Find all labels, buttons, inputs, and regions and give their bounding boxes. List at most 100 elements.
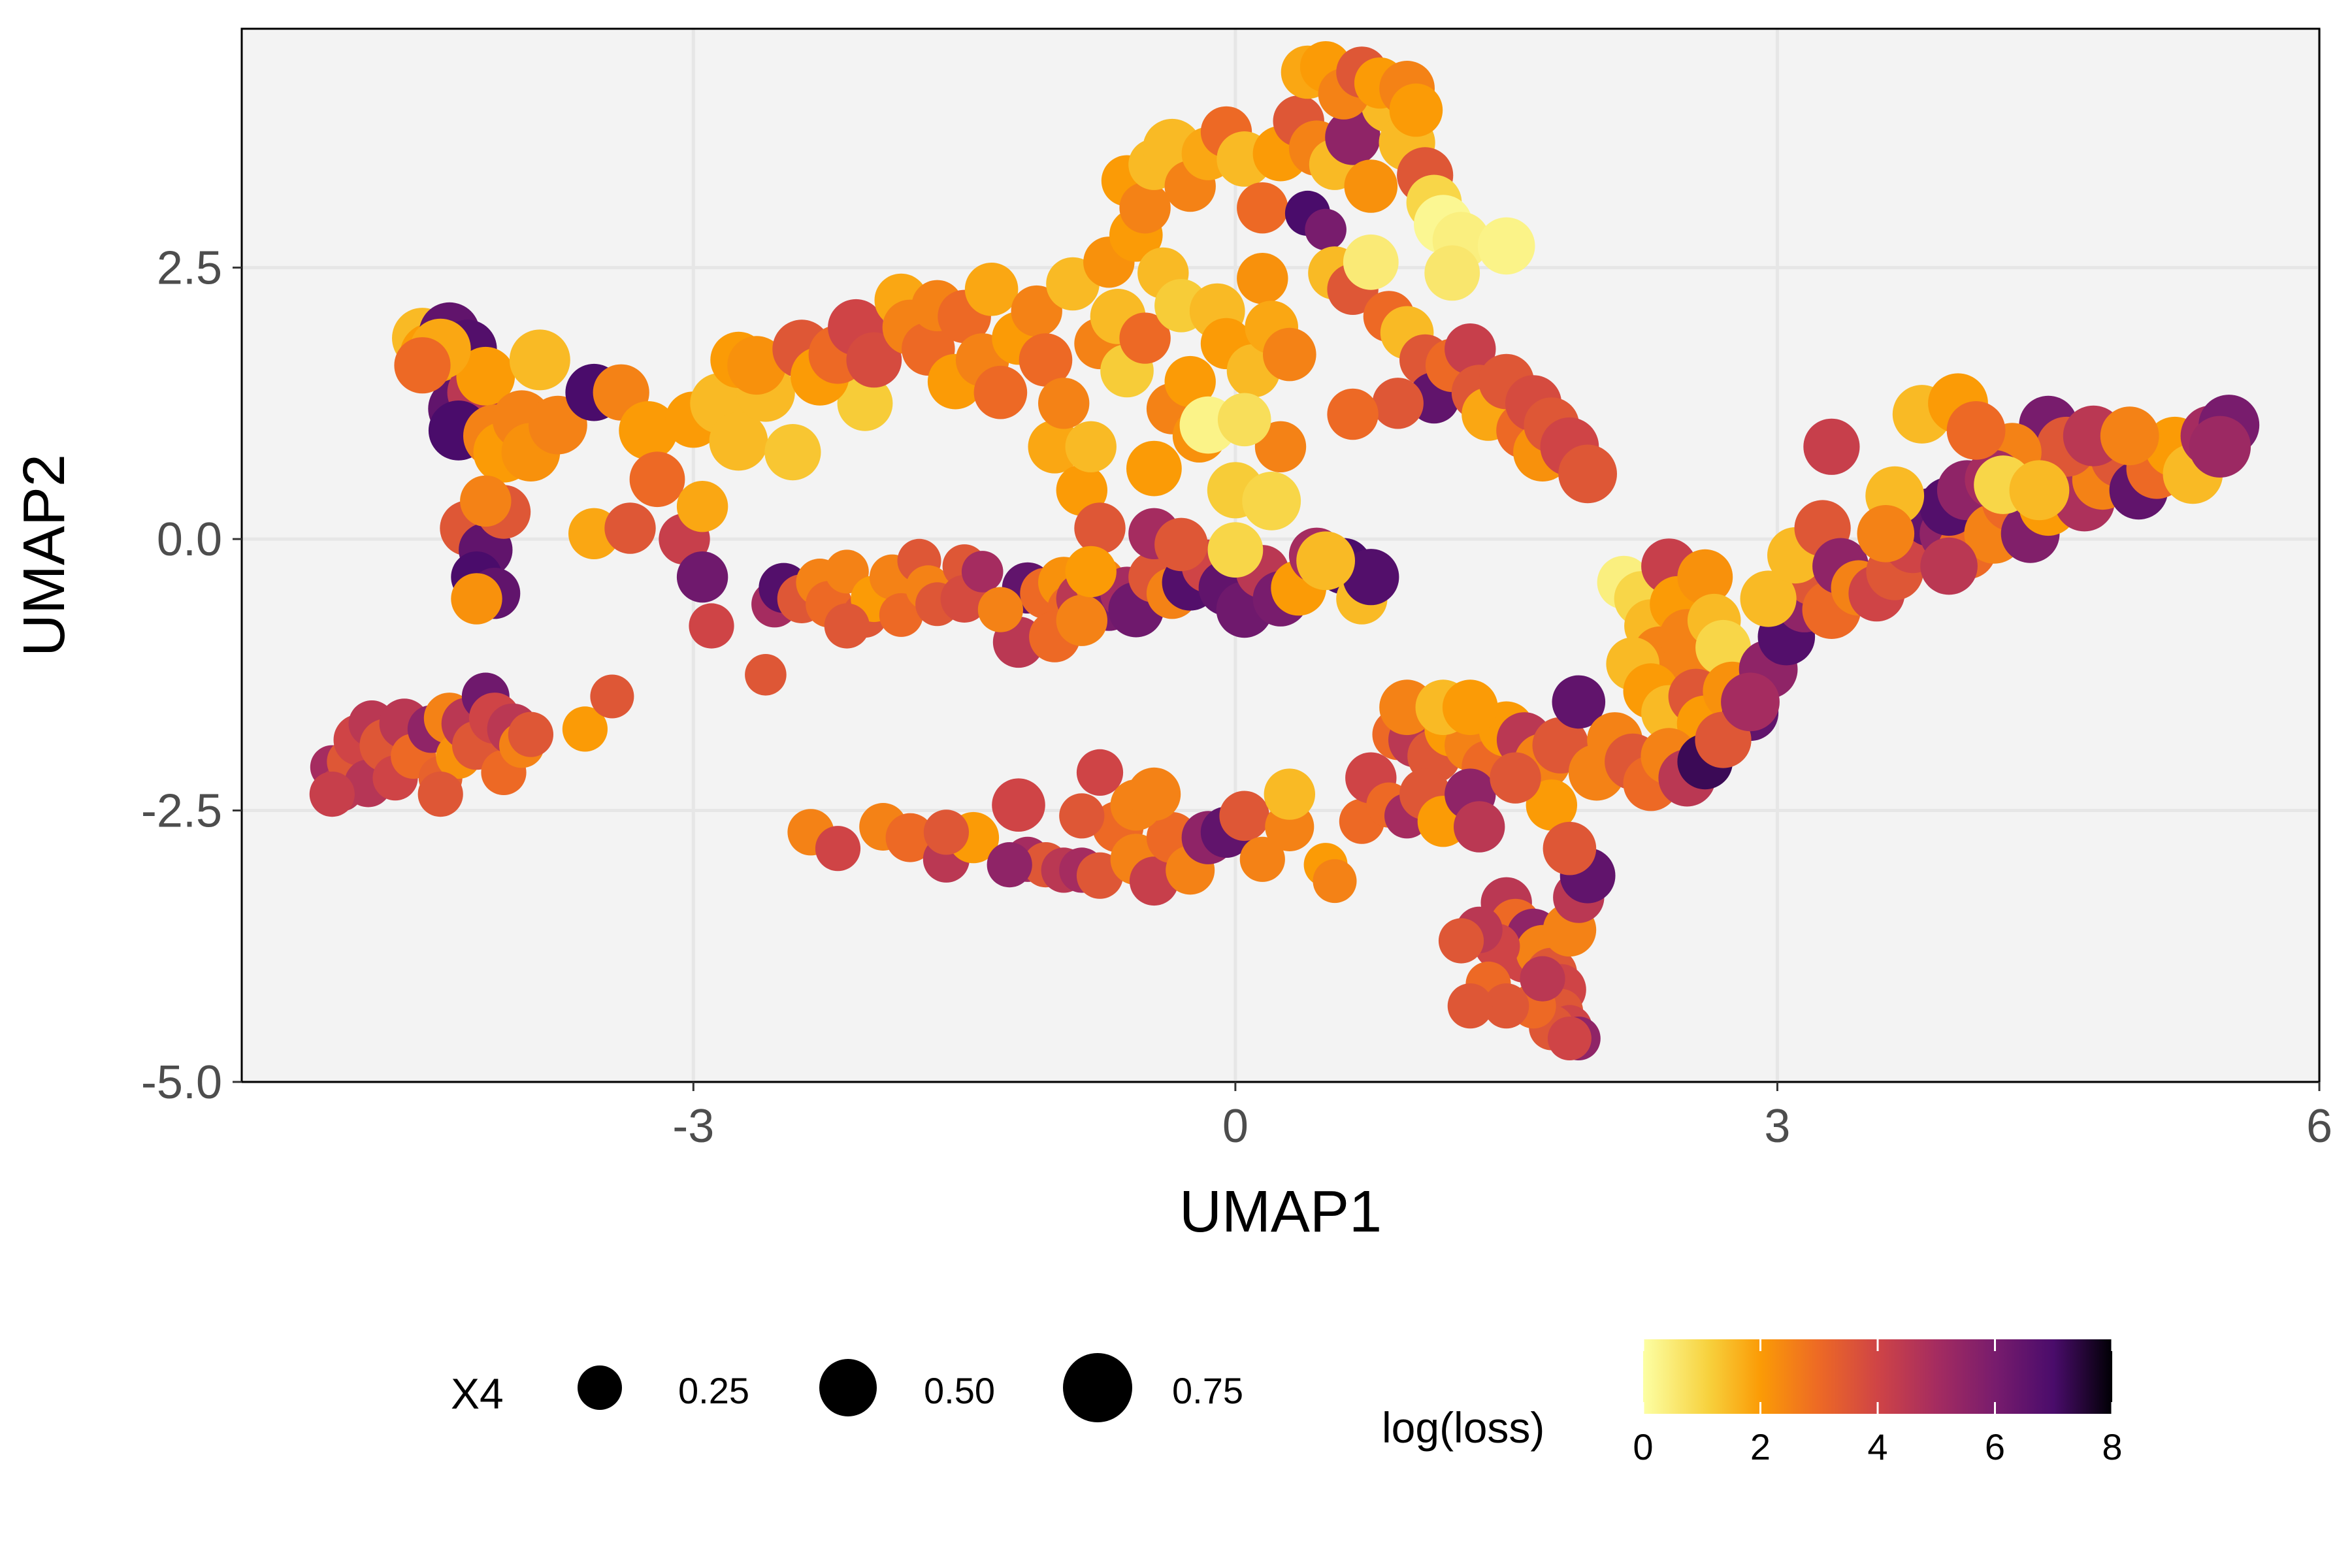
scatter-point [1056,465,1108,516]
scatter-point [1217,393,1271,447]
scatter-point [1305,208,1347,251]
scatter-point [1343,549,1399,606]
y-tick-label: 2.5 [157,242,222,295]
scatter-point [1028,420,1082,474]
scatter-point [1695,619,1751,676]
scatter-point [1059,793,1105,839]
scatter-point [562,706,608,752]
scatter-point [509,329,570,391]
scatter-point [1477,217,1535,275]
scatter-point [508,711,554,757]
scatter-point [2189,416,2251,478]
color-legend-title: log(loss) [1382,1403,1544,1452]
scatter-point [619,401,678,460]
scatter-point [1219,791,1269,841]
x-tick-label: 6 [2306,1100,2332,1152]
scatter-point [1946,401,2006,460]
size-legend-label-2: 0.50 [924,1370,995,1411]
colorbar-tick-label: 4 [1867,1426,1887,1467]
scatter-point [727,336,786,395]
scatter-point [689,603,734,649]
scatter-point [1445,323,1496,375]
scatter-point [309,772,355,817]
scatter-point [815,826,861,872]
scatter-point [1558,444,1618,504]
scatter-point [1264,768,1316,820]
scatter-point [1242,472,1301,531]
colorbar-ticks: 0 2 4 6 8 [1633,1339,2123,1467]
scatter-point [923,809,969,855]
scatter-point [1313,859,1357,904]
scatter-point [1038,378,1090,429]
colorbar-tick-label: 2 [1750,1426,1771,1467]
scatter-point [1019,333,1073,387]
scatter-point [676,551,728,603]
scatter-point [604,502,656,554]
scatter-point [964,263,1019,316]
scatter-point [1325,109,1380,165]
scatter-point [451,573,502,625]
scatter-point [1119,312,1171,364]
colorbar-tick-label: 0 [1633,1426,1653,1467]
scatter-point [1239,836,1285,882]
scatter-point [1263,327,1316,382]
scatter-point [1254,421,1307,472]
y-tick-label: 0.0 [157,514,222,566]
colorbar-tick-label: 6 [1985,1426,2005,1467]
scatter-point [1438,918,1484,964]
scatter-point [394,337,451,394]
size-legend-key-large [1063,1353,1132,1422]
scatter-point [460,475,512,527]
scatter-point [1296,531,1355,591]
scatter-point [987,842,1032,888]
scatter-point [2009,460,2070,521]
scatter-point [417,772,463,817]
scatter-point [1056,595,1108,646]
scatter-point [1526,779,1577,831]
scatter-point [676,481,728,532]
scatter-point [1389,83,1443,137]
size-legend-label-3: 0.75 [1172,1370,1243,1411]
scatter-point [709,412,768,471]
scatter-point [1011,285,1062,337]
scatter-point [1677,549,1733,605]
scatter-point [846,332,902,388]
scatter-point [961,551,1004,593]
y-tick-label: -2.5 [141,785,222,838]
size-legend-label-1: 0.25 [678,1370,749,1411]
data-points [309,41,2260,1060]
scatter-point [2100,406,2159,466]
colorbar [1643,1339,2112,1414]
scatter-point [1119,182,1171,234]
scatter-point [1065,546,1117,598]
scatter-point [456,346,515,406]
scatter-point [1920,537,1978,595]
plot-border [240,27,2321,1083]
size-legend: X4 0.25 0.50 0.75 [451,1353,1243,1422]
x-tick-label: 0 [1222,1100,1249,1152]
scatter-point [1344,159,1398,213]
y-axis-ticks: 2.5 0.0 -2.5 -5.0 [141,242,242,1109]
scatter-point [1721,672,1780,732]
scatter-point [1327,388,1379,440]
scatter-point [1447,983,1493,1029]
scatter-point [973,365,1028,419]
scatter-point [1484,983,1529,1029]
scatter-point [1552,675,1606,729]
scatter-point [764,424,821,481]
scatter-point [1543,821,1597,875]
scatter-point [1803,418,1860,475]
scatter-point [1740,570,1797,627]
scatter-point [1372,378,1424,429]
scatter-point [1424,245,1480,301]
scatter-point [745,654,787,696]
y-axis-label: UMAP2 [12,454,77,657]
scatter-point [1237,182,1288,234]
y-tick-label: -5.0 [141,1056,222,1109]
scatter-point [885,813,935,862]
scatter-point [1207,522,1264,578]
scatter-point [1490,752,1541,804]
scatter-point [1857,505,1915,563]
scatter-point [879,593,923,637]
